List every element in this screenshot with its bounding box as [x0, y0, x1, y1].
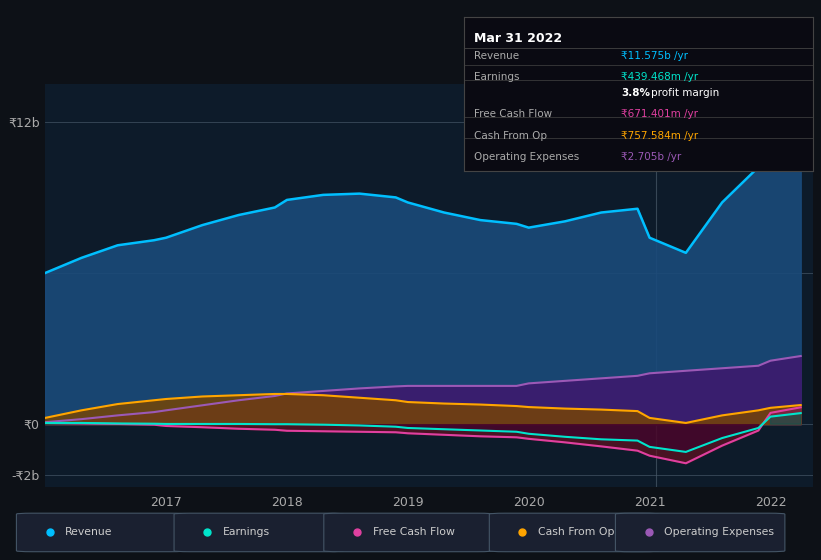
Text: Operating Expenses: Operating Expenses — [664, 527, 774, 537]
Text: Revenue: Revenue — [475, 51, 520, 60]
Text: profit margin: profit margin — [650, 88, 719, 97]
FancyBboxPatch shape — [174, 513, 343, 552]
FancyBboxPatch shape — [323, 513, 493, 552]
Text: Free Cash Flow: Free Cash Flow — [475, 109, 553, 119]
Text: Operating Expenses: Operating Expenses — [475, 152, 580, 162]
Text: Earnings: Earnings — [475, 72, 520, 82]
Text: Earnings: Earnings — [223, 527, 270, 537]
Text: ₹11.575b /yr: ₹11.575b /yr — [621, 51, 688, 60]
FancyBboxPatch shape — [16, 513, 186, 552]
Text: Mar 31 2022: Mar 31 2022 — [475, 32, 562, 45]
Text: Cash From Op: Cash From Op — [475, 131, 548, 141]
FancyBboxPatch shape — [489, 513, 658, 552]
Text: ₹671.401m /yr: ₹671.401m /yr — [621, 109, 698, 119]
Text: ₹439.468m /yr: ₹439.468m /yr — [621, 72, 698, 82]
Text: ₹2.705b /yr: ₹2.705b /yr — [621, 152, 681, 162]
FancyBboxPatch shape — [616, 513, 785, 552]
Text: ₹757.584m /yr: ₹757.584m /yr — [621, 131, 698, 141]
Text: Cash From Op: Cash From Op — [539, 527, 615, 537]
Text: 3.8%: 3.8% — [621, 88, 650, 97]
Text: Revenue: Revenue — [66, 527, 112, 537]
Text: Free Cash Flow: Free Cash Flow — [373, 527, 455, 537]
